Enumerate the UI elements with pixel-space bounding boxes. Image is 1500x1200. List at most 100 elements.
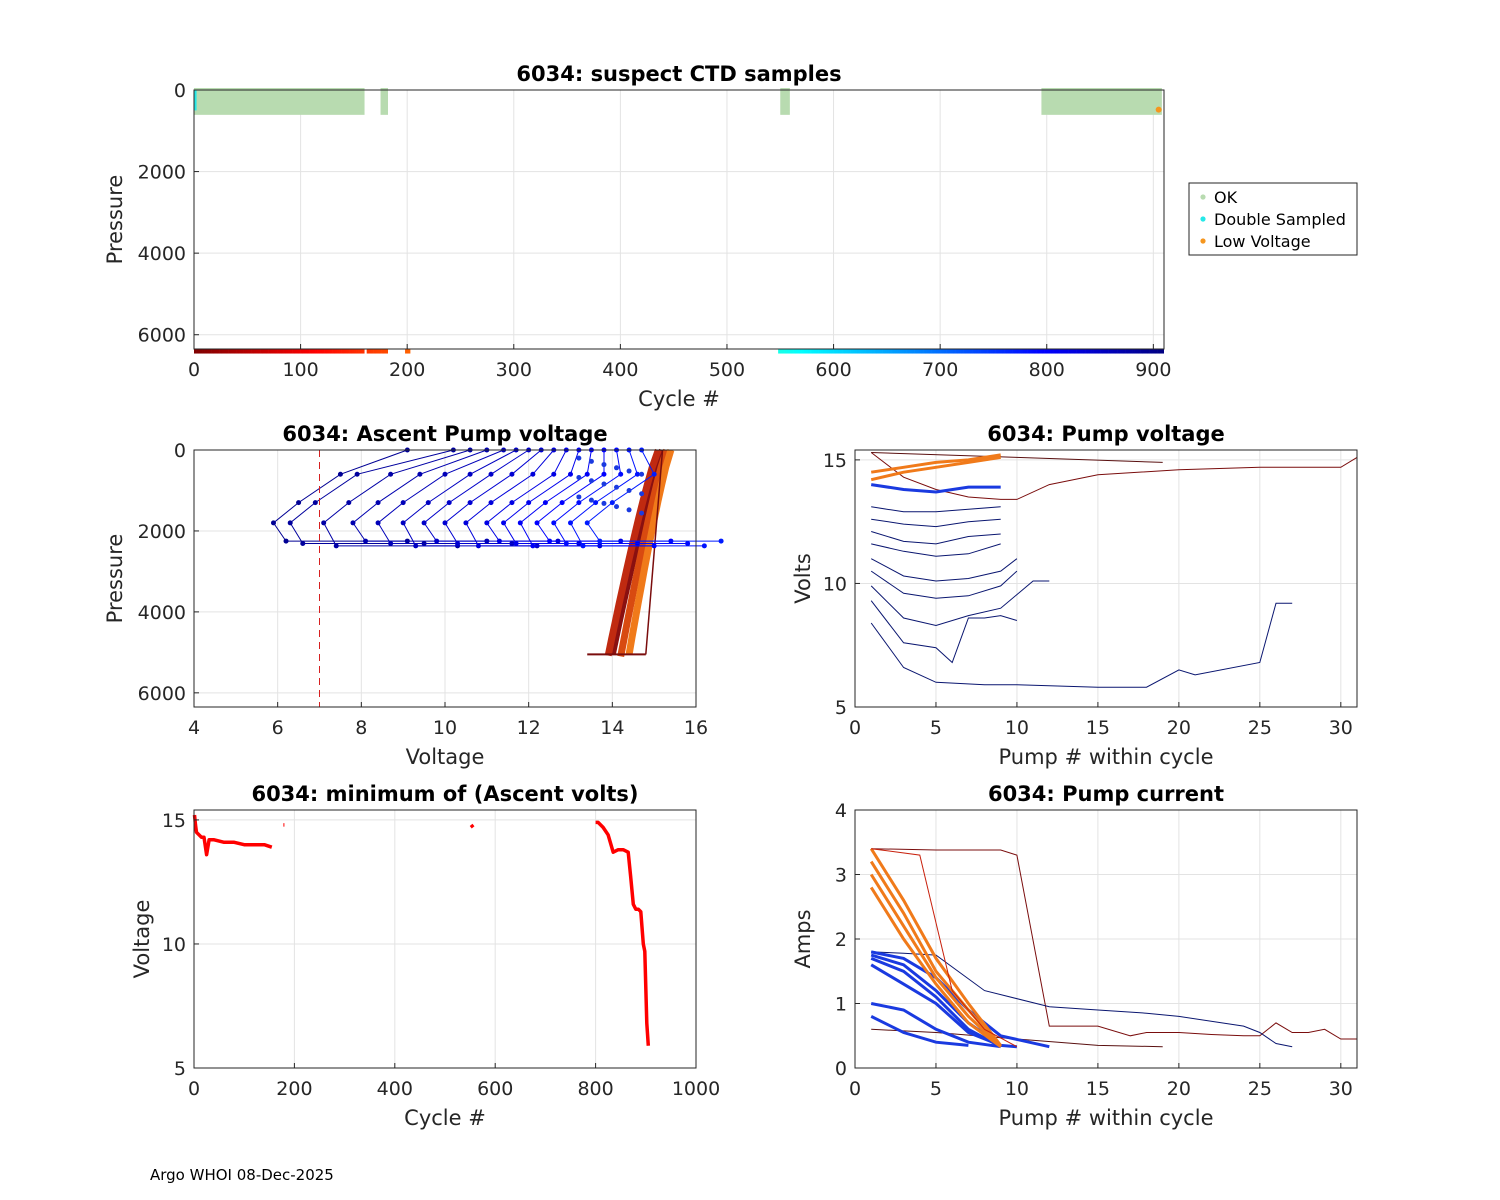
x-tick-label: 600 (477, 1078, 513, 1100)
y-tick-label: 0 (174, 80, 186, 102)
ascent-profile-point (626, 507, 632, 513)
ascent-profile-point (609, 500, 615, 506)
series-line-orange-1 (869, 847, 1002, 1047)
ascent-profile-point (442, 520, 448, 526)
x-tick-label: 10 (433, 717, 457, 739)
ascent-profile-point (584, 471, 590, 477)
ascent-profile-point (375, 520, 381, 526)
ascent-profile-point (584, 520, 590, 526)
chart-title: 6034: Pump current (988, 782, 1224, 806)
plot-content (869, 847, 1357, 1049)
series-line-red-1 (871, 848, 1018, 1048)
plot-area (855, 450, 1357, 707)
y-tick-label: 4 (835, 800, 847, 822)
ok-samples (380, 88, 388, 115)
x-tick-label: 15 (1086, 1078, 1110, 1100)
ascent-profile-degraded (323, 449, 471, 547)
y-axis-label: Pressure (103, 534, 127, 624)
ascent-profile-point (618, 471, 624, 477)
y-tick-label: 15 (162, 810, 186, 832)
ascent-profile-point (442, 471, 448, 477)
series-line-low-10 (870, 600, 1018, 664)
y-tick-label: 3 (835, 865, 847, 887)
min-voltage-series (469, 823, 475, 829)
min-voltage-series (192, 814, 273, 857)
y-tick-label: 6000 (138, 683, 186, 705)
series-line-low-27 (870, 602, 1293, 688)
ascent-profile-point (354, 471, 360, 477)
chart-title: 6034: Pump voltage (987, 422, 1225, 446)
series-line-blue-6 (870, 1015, 969, 1047)
ascent-profile-degraded (289, 449, 454, 544)
y-tick-label: 4000 (138, 602, 186, 624)
legend-marker (1200, 216, 1206, 222)
series-line-mid-4 (871, 531, 1001, 545)
ascent-profile-point (488, 471, 494, 477)
ascent-profile-point (639, 510, 645, 516)
x-tick-label: 200 (276, 1078, 312, 1100)
ascent-profile-point (455, 540, 461, 546)
ascent-profile-point (626, 468, 632, 474)
series-line-mid-3 (871, 543, 1001, 557)
ascent-profile-degraded (553, 449, 688, 544)
ascent-profile-degraded (586, 449, 722, 542)
x-tick-label: 6 (272, 717, 284, 739)
ascent-profile-point (530, 543, 536, 549)
series-line-low-27 (871, 951, 1293, 1048)
ascent-profile-point (576, 475, 582, 481)
series-line-mid-5 (871, 518, 1001, 528)
legend-marker (1200, 238, 1206, 244)
axes-pump_current: 0 5 10 15 20 25 30 0 1 2 3 4 6034: Pump current Pump … (791, 782, 1358, 1130)
ascent-profile-point (597, 538, 603, 544)
low-voltage-point (1155, 106, 1162, 113)
x-tick-label: 5 (930, 717, 942, 739)
ascent-profile-point (588, 497, 594, 503)
ascent-profile-point (588, 458, 594, 464)
ascent-profile-point (346, 500, 352, 506)
plot-content (870, 452, 1358, 688)
plot-content (192, 814, 651, 1046)
x-tick-label: 15 (1086, 717, 1110, 739)
ascent-profile-early (608, 448, 666, 656)
y-tick-label: 2000 (138, 162, 186, 184)
y-tick-label: 5 (835, 697, 847, 719)
ascent-profile-point (551, 471, 557, 477)
ascent-profile-point (434, 538, 440, 544)
y-axis-label: Amps (791, 909, 815, 968)
ascent-profile-point (639, 491, 645, 497)
axes-box (193, 89, 1165, 350)
x-tick-label: 14 (600, 717, 624, 739)
ascent-profile-point (287, 520, 293, 526)
ascent-profile-point (417, 471, 423, 477)
ascent-profile-point (576, 494, 582, 500)
series-line-blue-3 (870, 963, 1018, 1049)
ascent-profile-degraded (502, 449, 638, 544)
ascent-profile-point (488, 500, 494, 506)
x-tick-label: 8 (355, 717, 367, 739)
ascent-profile-point (601, 500, 607, 506)
chart-title: 6034: suspect CTD samples (516, 62, 841, 86)
ascent-profile-point (296, 500, 302, 506)
ascent-profile-point (463, 520, 469, 526)
x-tick-label: 20 (1167, 717, 1191, 739)
x-tick-label: 25 (1248, 1078, 1272, 1100)
ascent-profile-point (601, 471, 607, 477)
x-tick-label: 800 (1029, 359, 1065, 381)
y-tick-label: 6000 (138, 325, 186, 347)
double-sampled-points (193, 90, 197, 111)
series-line-blue-4 (870, 950, 1050, 1049)
ascent-profile-point (300, 540, 306, 546)
series-line-blue-1 (870, 957, 1002, 1049)
x-tick-label: 10 (1005, 717, 1029, 739)
ascent-profile-point (467, 471, 473, 477)
x-tick-label: 10 (1005, 1078, 1029, 1100)
series-line-orange-3 (869, 873, 1002, 1048)
x-axis-label: Pump # within cycle (999, 745, 1214, 769)
series-line-orange-2 (870, 453, 1001, 474)
ascent-profile-point (593, 500, 599, 506)
ascent-profile-point (375, 500, 381, 506)
plot-area (194, 90, 1164, 349)
ascent-profile-point (400, 500, 406, 506)
ascent-profile-point (614, 465, 620, 471)
ascent-profile-early (625, 448, 675, 655)
